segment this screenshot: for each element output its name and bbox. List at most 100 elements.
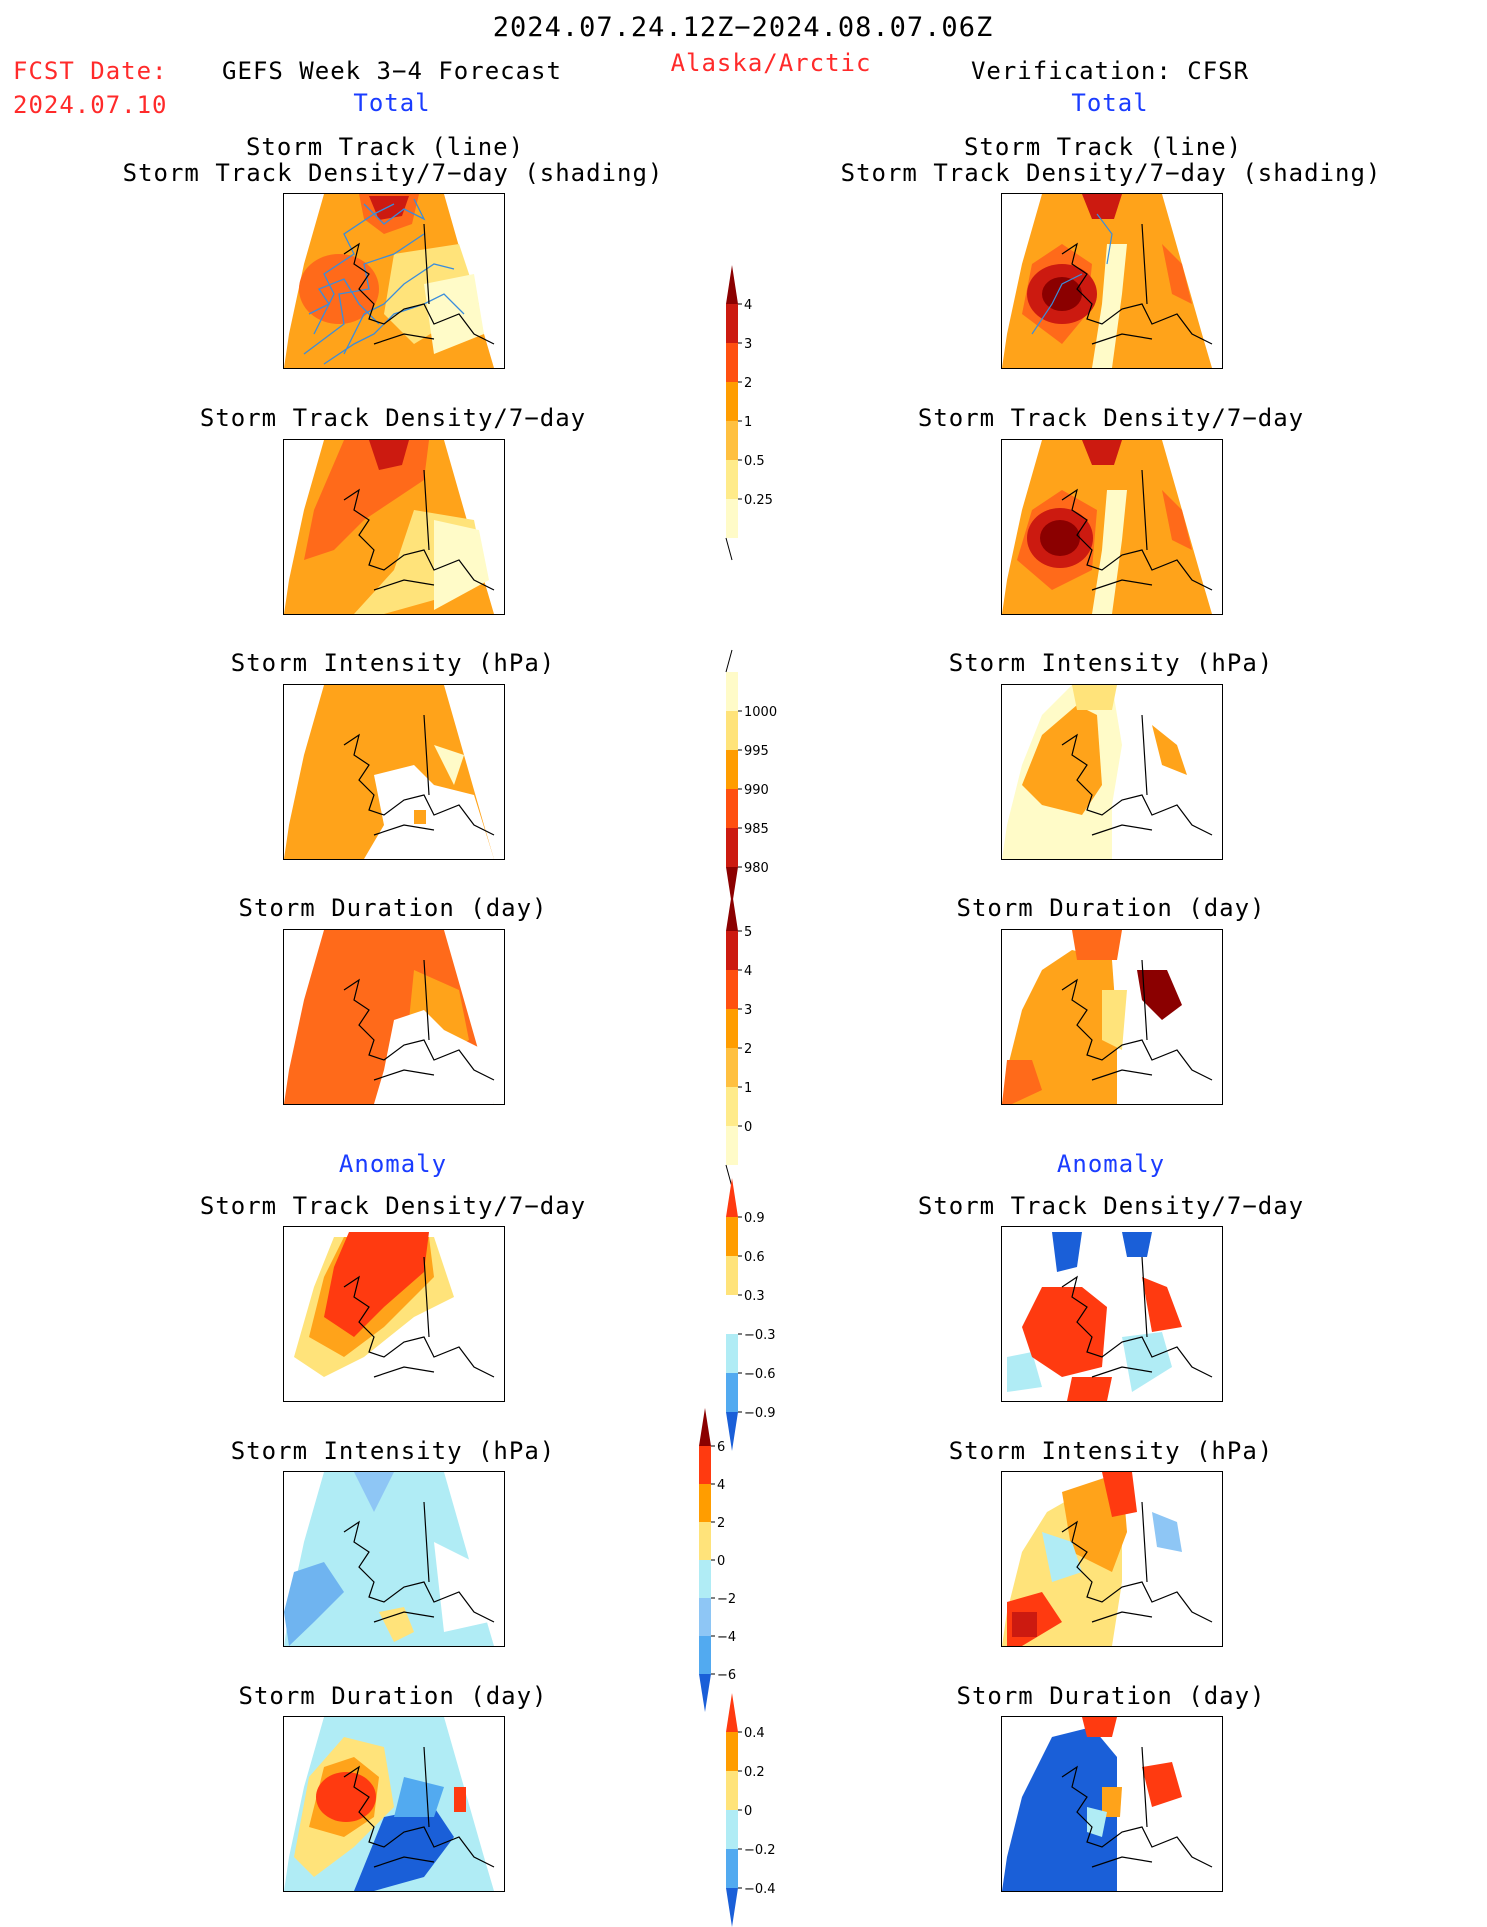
coastline [343, 959, 495, 1081]
colorbar-label: 0.9 [744, 1211, 765, 1226]
intensity-mid [434, 745, 464, 785]
colorbar-segment [726, 892, 738, 931]
colorbar-tail [725, 1164, 733, 1188]
colorbar-label: 2 [744, 1042, 752, 1057]
anom-neg-north [1052, 1232, 1082, 1272]
density-east [1162, 490, 1192, 550]
anom-pos-east [454, 1787, 466, 1812]
colorbar-label: 0.3 [744, 1289, 765, 1304]
title-track-line-right: Storm Track (line) [963, 133, 1243, 161]
map-density-anom-forecast [283, 1226, 505, 1402]
intensity-mid [1022, 705, 1102, 815]
intensity-north [1072, 685, 1117, 710]
title-duration-left: Storm Duration (day) [238, 894, 548, 922]
colorbar-segment [699, 1446, 711, 1484]
colorbar-label: −2 [717, 1592, 736, 1607]
anom-pos-high [1102, 1472, 1137, 1517]
colorbar-label: 1000 [744, 705, 777, 720]
forecast-title: GEFS Week 3−4 Forecast [222, 57, 562, 85]
colorbar-segment [726, 421, 738, 460]
title-density-anom-left: Storm Track Density/7−day [199, 1192, 587, 1220]
region-title: Alaska/Arctic [670, 49, 872, 77]
colorbar-segment [726, 867, 738, 906]
intensity-weak [364, 765, 494, 859]
colorbar-segment [726, 1693, 738, 1732]
density-gap [1092, 490, 1127, 614]
colorbar-label: 0.5 [744, 454, 765, 469]
anom-neg-mid [284, 1562, 344, 1646]
colorbar-segment [726, 1048, 738, 1087]
colorbar-segment [726, 1810, 738, 1849]
colorbar-label: 0.25 [744, 493, 773, 508]
fcst-date-label: FCST Date: [13, 57, 168, 85]
colorbar-segment [726, 1295, 738, 1334]
map-duration-anom-forecast [283, 1716, 505, 1892]
title-density-right: Storm Track Density/7−day [917, 404, 1305, 432]
anom-neg-ne [1122, 1232, 1152, 1257]
coastline [1061, 714, 1213, 836]
colorbar-segment [726, 1849, 738, 1888]
colorbar-label: 3 [744, 1003, 752, 1018]
anom-neg [1042, 1532, 1082, 1582]
colorbar-label: 6 [717, 1440, 725, 1455]
colorbar-segment [699, 1674, 711, 1712]
title-intensity-anom-left: Storm Intensity (hPa) [230, 1437, 556, 1465]
map-intensity-cfsr [1001, 684, 1223, 860]
density-west-core [299, 254, 379, 324]
density-peak [369, 440, 409, 470]
colorbar-label: 0 [717, 1554, 725, 1569]
colorbar-label: −0.4 [744, 1882, 776, 1897]
anom-neg [1002, 1727, 1117, 1891]
title-duration-right: Storm Duration (day) [956, 894, 1266, 922]
coastline [343, 1746, 495, 1868]
colorbar-segment [726, 672, 738, 711]
colorbar-segment [699, 1636, 711, 1674]
colorbar-density-total: 4 3 2 1 0.5 0.25 [724, 265, 804, 561]
coastline [1061, 1746, 1213, 1868]
colorbar-label: −0.2 [744, 1843, 776, 1858]
map-intensity-anom-cfsr [1001, 1471, 1223, 1647]
colorbar-segment [726, 1256, 738, 1295]
colorbar-segment [726, 265, 738, 304]
colorbar-segment [699, 1522, 711, 1560]
storm-tracks [303, 198, 465, 365]
anom-neg-light [1087, 1807, 1107, 1837]
colorbar-segment [726, 1126, 738, 1165]
colorbar-segment [726, 1732, 738, 1771]
colorbar-segment [726, 1087, 738, 1126]
anom-pos [379, 1607, 414, 1642]
anomaly-label-right: Anomaly [1056, 1150, 1166, 1178]
colorbar-label: −0.9 [744, 1406, 776, 1421]
colorbar-segment [726, 304, 738, 343]
map-intensity-anom-forecast [283, 1471, 505, 1647]
colorbar-label: 980 [744, 861, 769, 876]
map-density-anom-cfsr [1001, 1226, 1223, 1402]
colorbar-segment [726, 931, 738, 970]
colorbar-label: 4 [744, 964, 752, 979]
duration-high-sw [1002, 1060, 1042, 1104]
anom-neg [354, 1807, 454, 1891]
duration-low [1102, 990, 1127, 1050]
colorbar-segment [699, 1484, 711, 1522]
total-label-right: Total [1071, 89, 1149, 117]
colorbar-label: 0.2 [744, 1765, 765, 1780]
storm-tracks [1031, 213, 1113, 335]
coastline [1061, 1256, 1213, 1378]
anom-pos-east [1142, 1762, 1182, 1807]
anom-neg-north [354, 1472, 394, 1512]
coastline [343, 223, 495, 345]
density-peak [369, 196, 409, 220]
title-duration-anom-left: Storm Duration (day) [238, 1682, 548, 1710]
duration-none [374, 1010, 494, 1104]
coastline [343, 469, 495, 591]
colorbar-segment [726, 499, 738, 538]
colorbar-label: −0.6 [744, 1367, 776, 1382]
anom-neg-east [1152, 1512, 1182, 1552]
colorbar-segment [726, 1217, 738, 1256]
colorbar-label: 0 [744, 1120, 752, 1135]
colorbar-label: −0.3 [744, 1328, 776, 1343]
coastline [343, 714, 495, 836]
coastline [1061, 223, 1213, 345]
colorbar-label: −4 [717, 1630, 736, 1645]
density-north-peak [1082, 440, 1122, 465]
